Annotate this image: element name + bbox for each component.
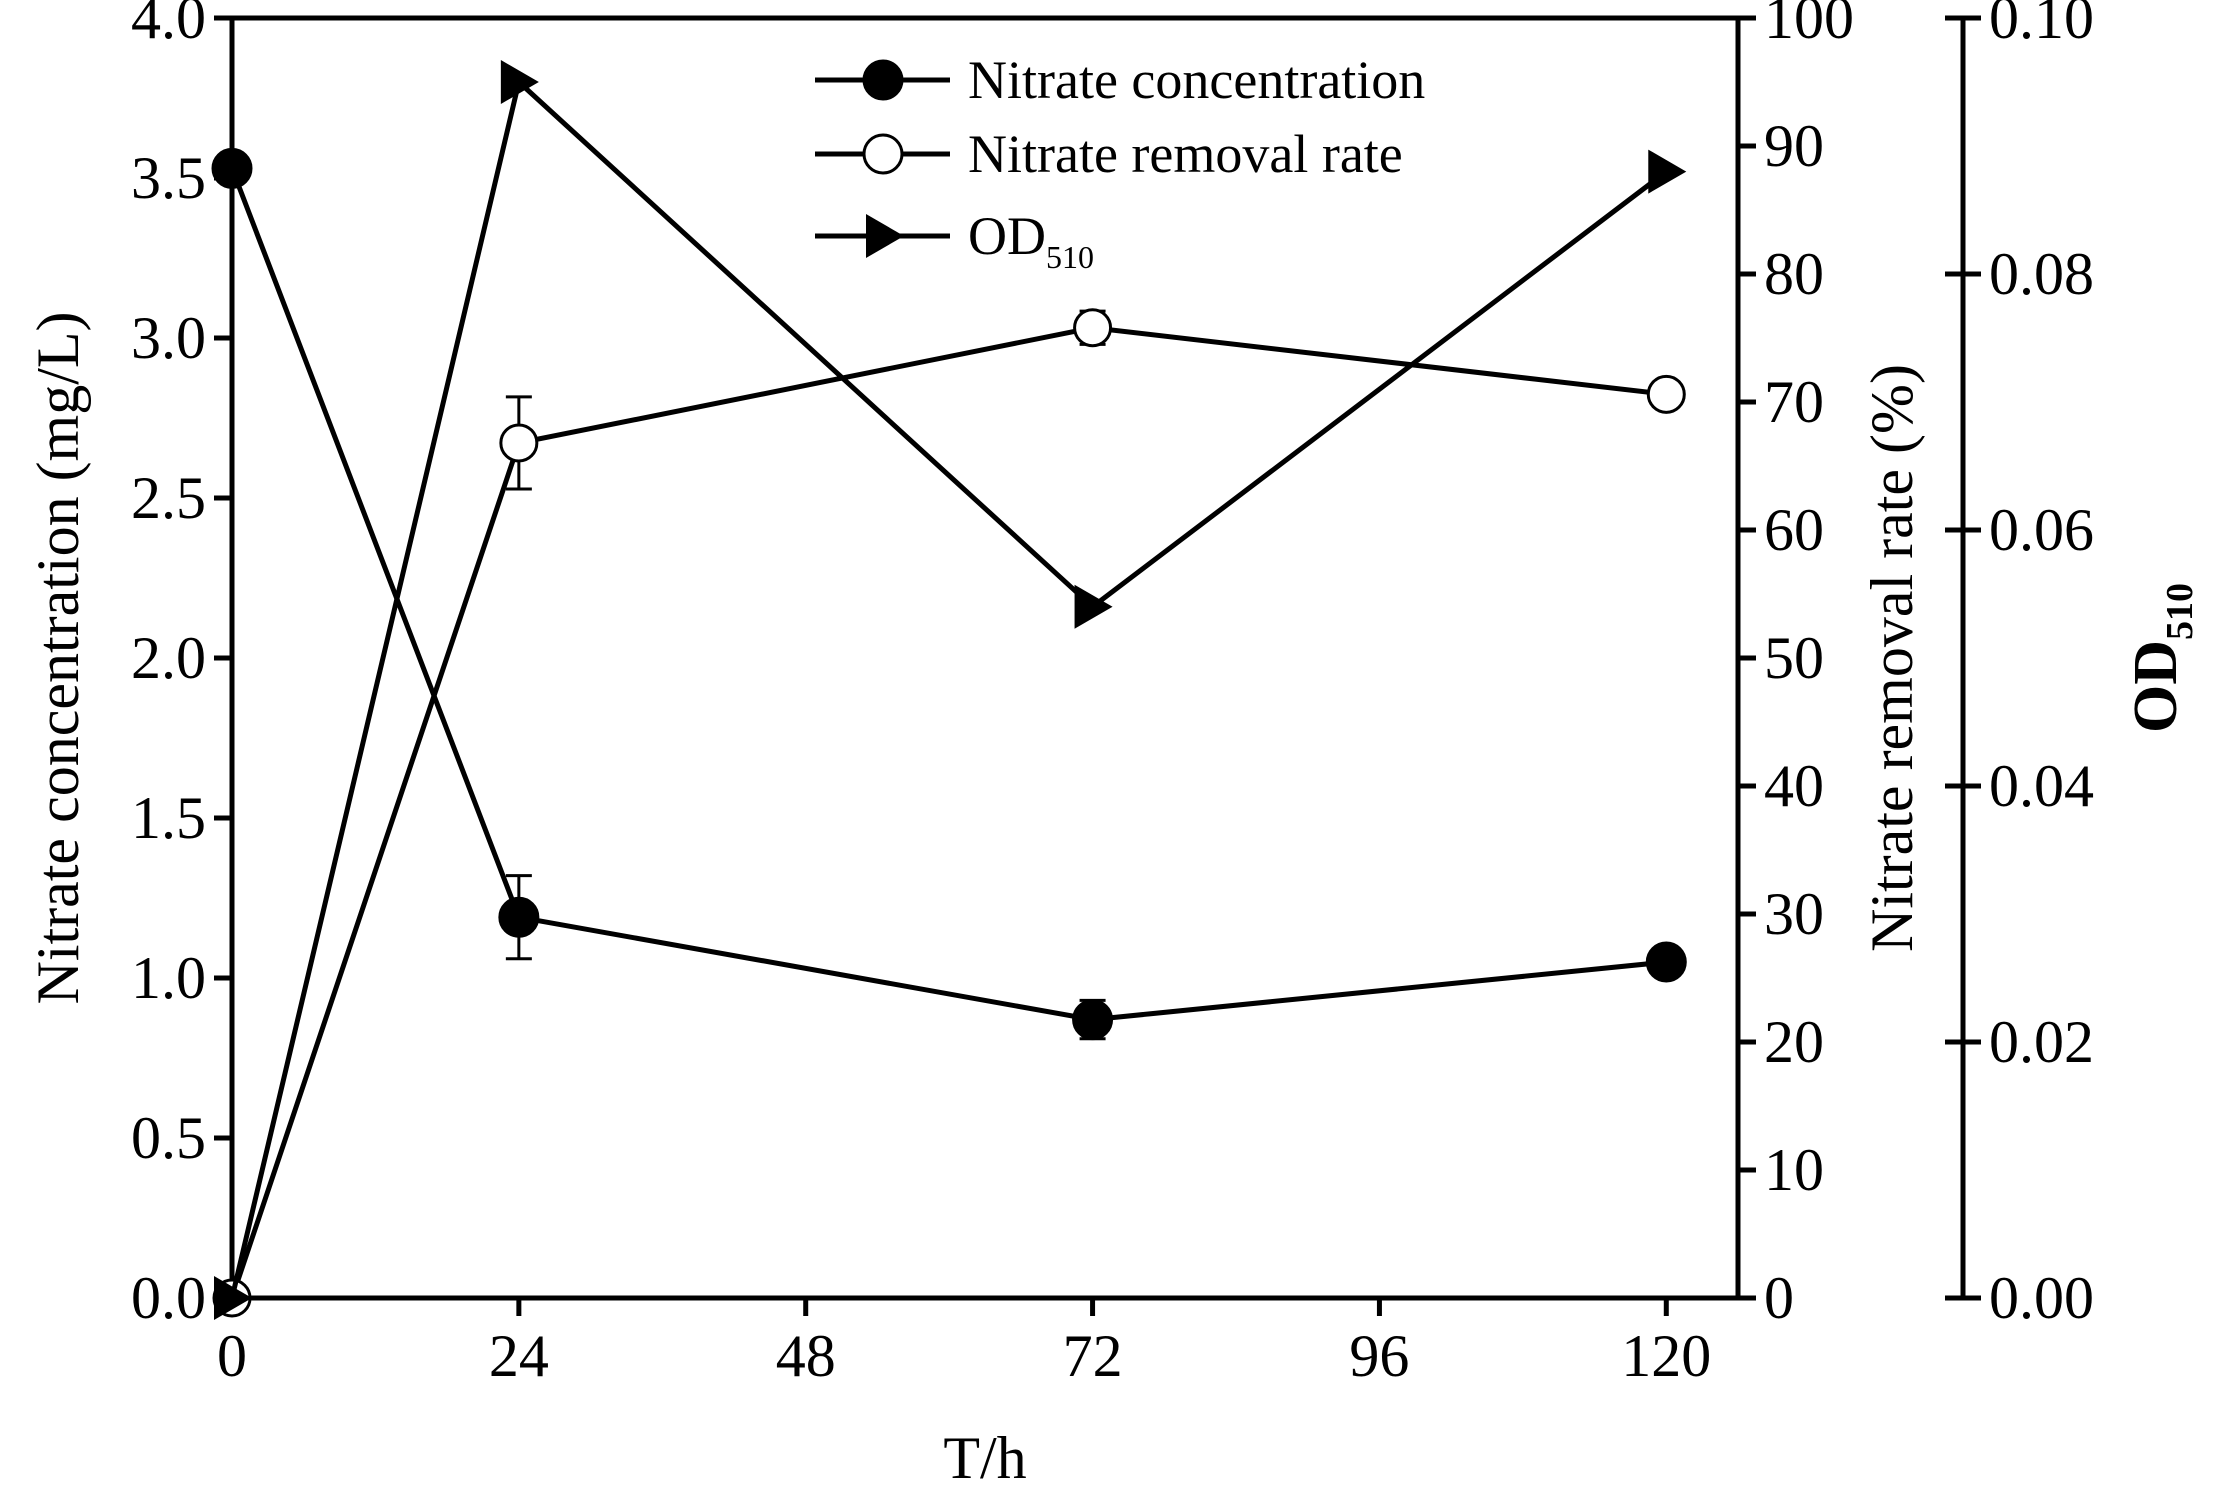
- od-tick-label: 0.08: [1989, 241, 2094, 307]
- left-tick-label: 4.0: [131, 0, 206, 51]
- od-axis-title-sub: 510: [2159, 583, 2201, 640]
- x-tick-label: 96: [1349, 1323, 1409, 1389]
- legend-label: OD510: [968, 206, 1094, 275]
- od-axis-title: OD510: [2122, 583, 2201, 733]
- right-tick-label: 20: [1764, 1009, 1824, 1075]
- x-tick-label: 48: [776, 1323, 836, 1389]
- od-axis-title-main: OD: [2122, 640, 2190, 733]
- point-right-triangle: [1074, 584, 1113, 629]
- right-tick-label: 90: [1764, 113, 1824, 179]
- legend-entry-nitrate-concentration: Nitrate concentration: [815, 50, 1425, 110]
- x-tick-label: 120: [1621, 1323, 1711, 1389]
- left-tick-label: 0.5: [131, 1105, 206, 1171]
- right-tick-label: 0: [1764, 1265, 1794, 1331]
- series-od510: [214, 60, 1687, 1320]
- ticks: 0 24 48 72 96 120 0.0 0.5 1.0 1.5 2.0 2.5 3.0 3.5 4.0 0…: [131, 0, 2094, 1389]
- legend-label-main: OD: [968, 206, 1046, 266]
- x-tick-label: 24: [489, 1323, 549, 1389]
- point-filled-circle: [498, 896, 540, 938]
- od-tick-label: 0.10: [1989, 0, 2094, 51]
- left-tick-label: 3.5: [131, 145, 206, 211]
- left-tick-label: 2.5: [131, 465, 206, 531]
- legend-marker-filled-circle: [862, 59, 904, 101]
- x-tick-label: 0: [217, 1323, 247, 1389]
- right-tick-label: 50: [1764, 625, 1824, 691]
- point-right-triangle: [500, 60, 539, 104]
- legend: Nitrate concentration Nitrate removal ra…: [815, 50, 1425, 275]
- right-tick-label: 10: [1764, 1137, 1824, 1203]
- point-open-circle: [1646, 374, 1686, 414]
- point-open-circle: [499, 423, 539, 463]
- point-filled-circle: [1072, 999, 1114, 1041]
- left-tick-label: 2.0: [131, 625, 206, 691]
- legend-marker-right-triangle: [866, 214, 904, 258]
- point-right-triangle: [1648, 149, 1687, 194]
- series-nitrate-removal-rate: [212, 308, 1686, 1318]
- right-tick-label: 40: [1764, 753, 1824, 819]
- right-tick-label: 30: [1764, 881, 1824, 947]
- series-line: [229, 167, 1667, 1023]
- left-tick-label: 1.5: [131, 785, 206, 851]
- legend-label: Nitrate removal rate: [968, 124, 1403, 184]
- point-right-triangle: [214, 1276, 252, 1320]
- left-tick-label: 3.0: [131, 305, 206, 371]
- point-filled-circle: [211, 147, 253, 189]
- od-tick-label: 0.04: [1989, 753, 2094, 819]
- od-tick-label: 0.06: [1989, 497, 2094, 563]
- series-line: [229, 77, 1668, 1299]
- axes: [229, 15, 1966, 1301]
- series-nitrate-concentration: [211, 147, 1687, 1041]
- left-axis-title: Nitrate concentration (mg/L): [25, 311, 91, 1004]
- series: [211, 60, 1687, 1320]
- od-tick-label: 0.00: [1989, 1265, 2094, 1331]
- left-tick-label: 1.0: [131, 945, 206, 1011]
- point-open-circle: [1073, 308, 1113, 348]
- right-tick-label: 60: [1764, 497, 1824, 563]
- legend-label-sub: 510: [1046, 239, 1094, 275]
- legend-entry-nitrate-removal-rate: Nitrate removal rate: [815, 124, 1403, 184]
- right-tick-label: 70: [1764, 369, 1824, 435]
- x-tick-label: 72: [1063, 1323, 1123, 1389]
- legend-entry-od510: OD510: [815, 206, 1094, 275]
- x-axis-title: T/h: [943, 1425, 1026, 1487]
- series-line: [229, 325, 1667, 1299]
- right-tick-label: 100: [1764, 0, 1854, 51]
- legend-label: Nitrate concentration: [968, 50, 1425, 110]
- left-tick-label: 0.0: [131, 1265, 206, 1331]
- legend-marker-open-circle: [862, 133, 904, 175]
- point-filled-circle: [1645, 941, 1687, 983]
- right-tick-label: 80: [1764, 241, 1824, 307]
- right-axis-title: Nitrate removal rate (%): [1859, 364, 1925, 952]
- od-tick-label: 0.02: [1989, 1009, 2094, 1075]
